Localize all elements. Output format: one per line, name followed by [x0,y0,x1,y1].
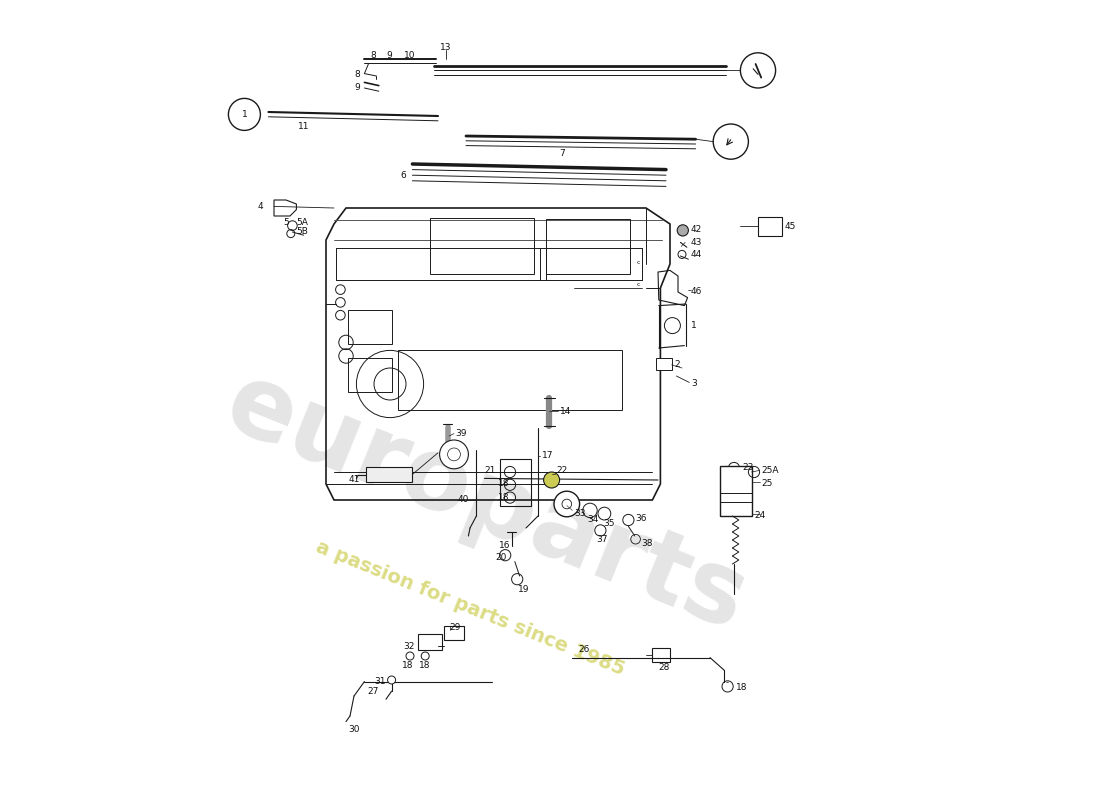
Text: 1: 1 [242,110,248,119]
Text: a passion for parts since 1985: a passion for parts since 1985 [312,537,627,679]
Text: 41: 41 [349,475,360,485]
Circle shape [287,221,297,230]
Circle shape [678,225,689,236]
Text: 38: 38 [641,539,652,549]
Text: 34: 34 [586,515,598,525]
Text: 18: 18 [498,479,509,489]
Bar [398,350,622,410]
Text: 6: 6 [400,170,406,180]
Circle shape [713,124,748,159]
Text: 23: 23 [742,463,754,473]
Text: 13: 13 [440,43,452,53]
Bar [349,310,393,344]
Text: 35: 35 [603,518,614,528]
Text: 1: 1 [691,321,696,330]
Text: 19: 19 [518,585,529,594]
Text: 11: 11 [298,122,309,131]
Text: 17: 17 [542,451,553,461]
Text: 44: 44 [691,250,702,259]
Text: 26: 26 [578,645,590,654]
Text: 25: 25 [761,479,772,489]
Bar [349,358,393,392]
Text: 18: 18 [498,493,509,502]
Bar [418,634,442,650]
Text: 7: 7 [560,149,565,158]
Text: 31: 31 [374,677,385,686]
Text: 36: 36 [635,514,647,523]
Text: c: c [637,260,640,265]
Bar [546,219,630,274]
Text: 29: 29 [449,623,461,633]
Circle shape [440,440,469,469]
Text: 8: 8 [371,51,376,61]
Text: 46: 46 [691,287,702,297]
Text: 40: 40 [458,495,470,505]
Text: 5A: 5A [296,218,308,227]
Circle shape [554,491,580,517]
Text: 18: 18 [419,661,430,670]
Text: europarts: europarts [211,355,760,653]
Text: 9: 9 [386,51,392,61]
Text: 5B: 5B [296,227,308,237]
Circle shape [740,53,776,88]
Bar [444,626,464,640]
Circle shape [229,98,261,130]
Text: 28: 28 [658,662,670,672]
Text: 25A: 25A [761,466,779,475]
Bar [430,218,534,274]
Text: 27: 27 [367,686,380,696]
Text: 39: 39 [455,429,468,438]
Circle shape [387,676,396,684]
Text: 18: 18 [402,661,414,670]
Text: 8: 8 [354,70,360,79]
Text: 2: 2 [674,360,680,370]
Bar [719,466,751,516]
Text: 5: 5 [283,218,288,227]
Text: 4: 4 [258,202,264,211]
Text: 42: 42 [691,225,702,234]
Text: 20: 20 [496,553,507,562]
Text: 21: 21 [484,466,496,475]
Bar [758,217,782,236]
Text: 24: 24 [754,511,766,521]
Bar [652,648,670,662]
Text: 45: 45 [784,222,795,231]
Text: 30: 30 [349,725,360,734]
Bar [366,467,412,482]
Text: 14: 14 [560,406,571,416]
Text: 37: 37 [596,535,608,545]
Bar [500,459,531,506]
Circle shape [543,472,560,488]
Text: 33: 33 [574,509,585,518]
Text: 9: 9 [354,83,360,93]
Text: 16: 16 [498,541,510,550]
Text: 18: 18 [736,683,747,693]
Text: 43: 43 [691,238,702,247]
Text: c: c [637,282,640,286]
Text: 10: 10 [405,51,416,61]
Bar [656,358,672,370]
Text: 32: 32 [403,642,415,651]
Text: 22: 22 [557,466,568,475]
Text: 3: 3 [691,379,696,389]
